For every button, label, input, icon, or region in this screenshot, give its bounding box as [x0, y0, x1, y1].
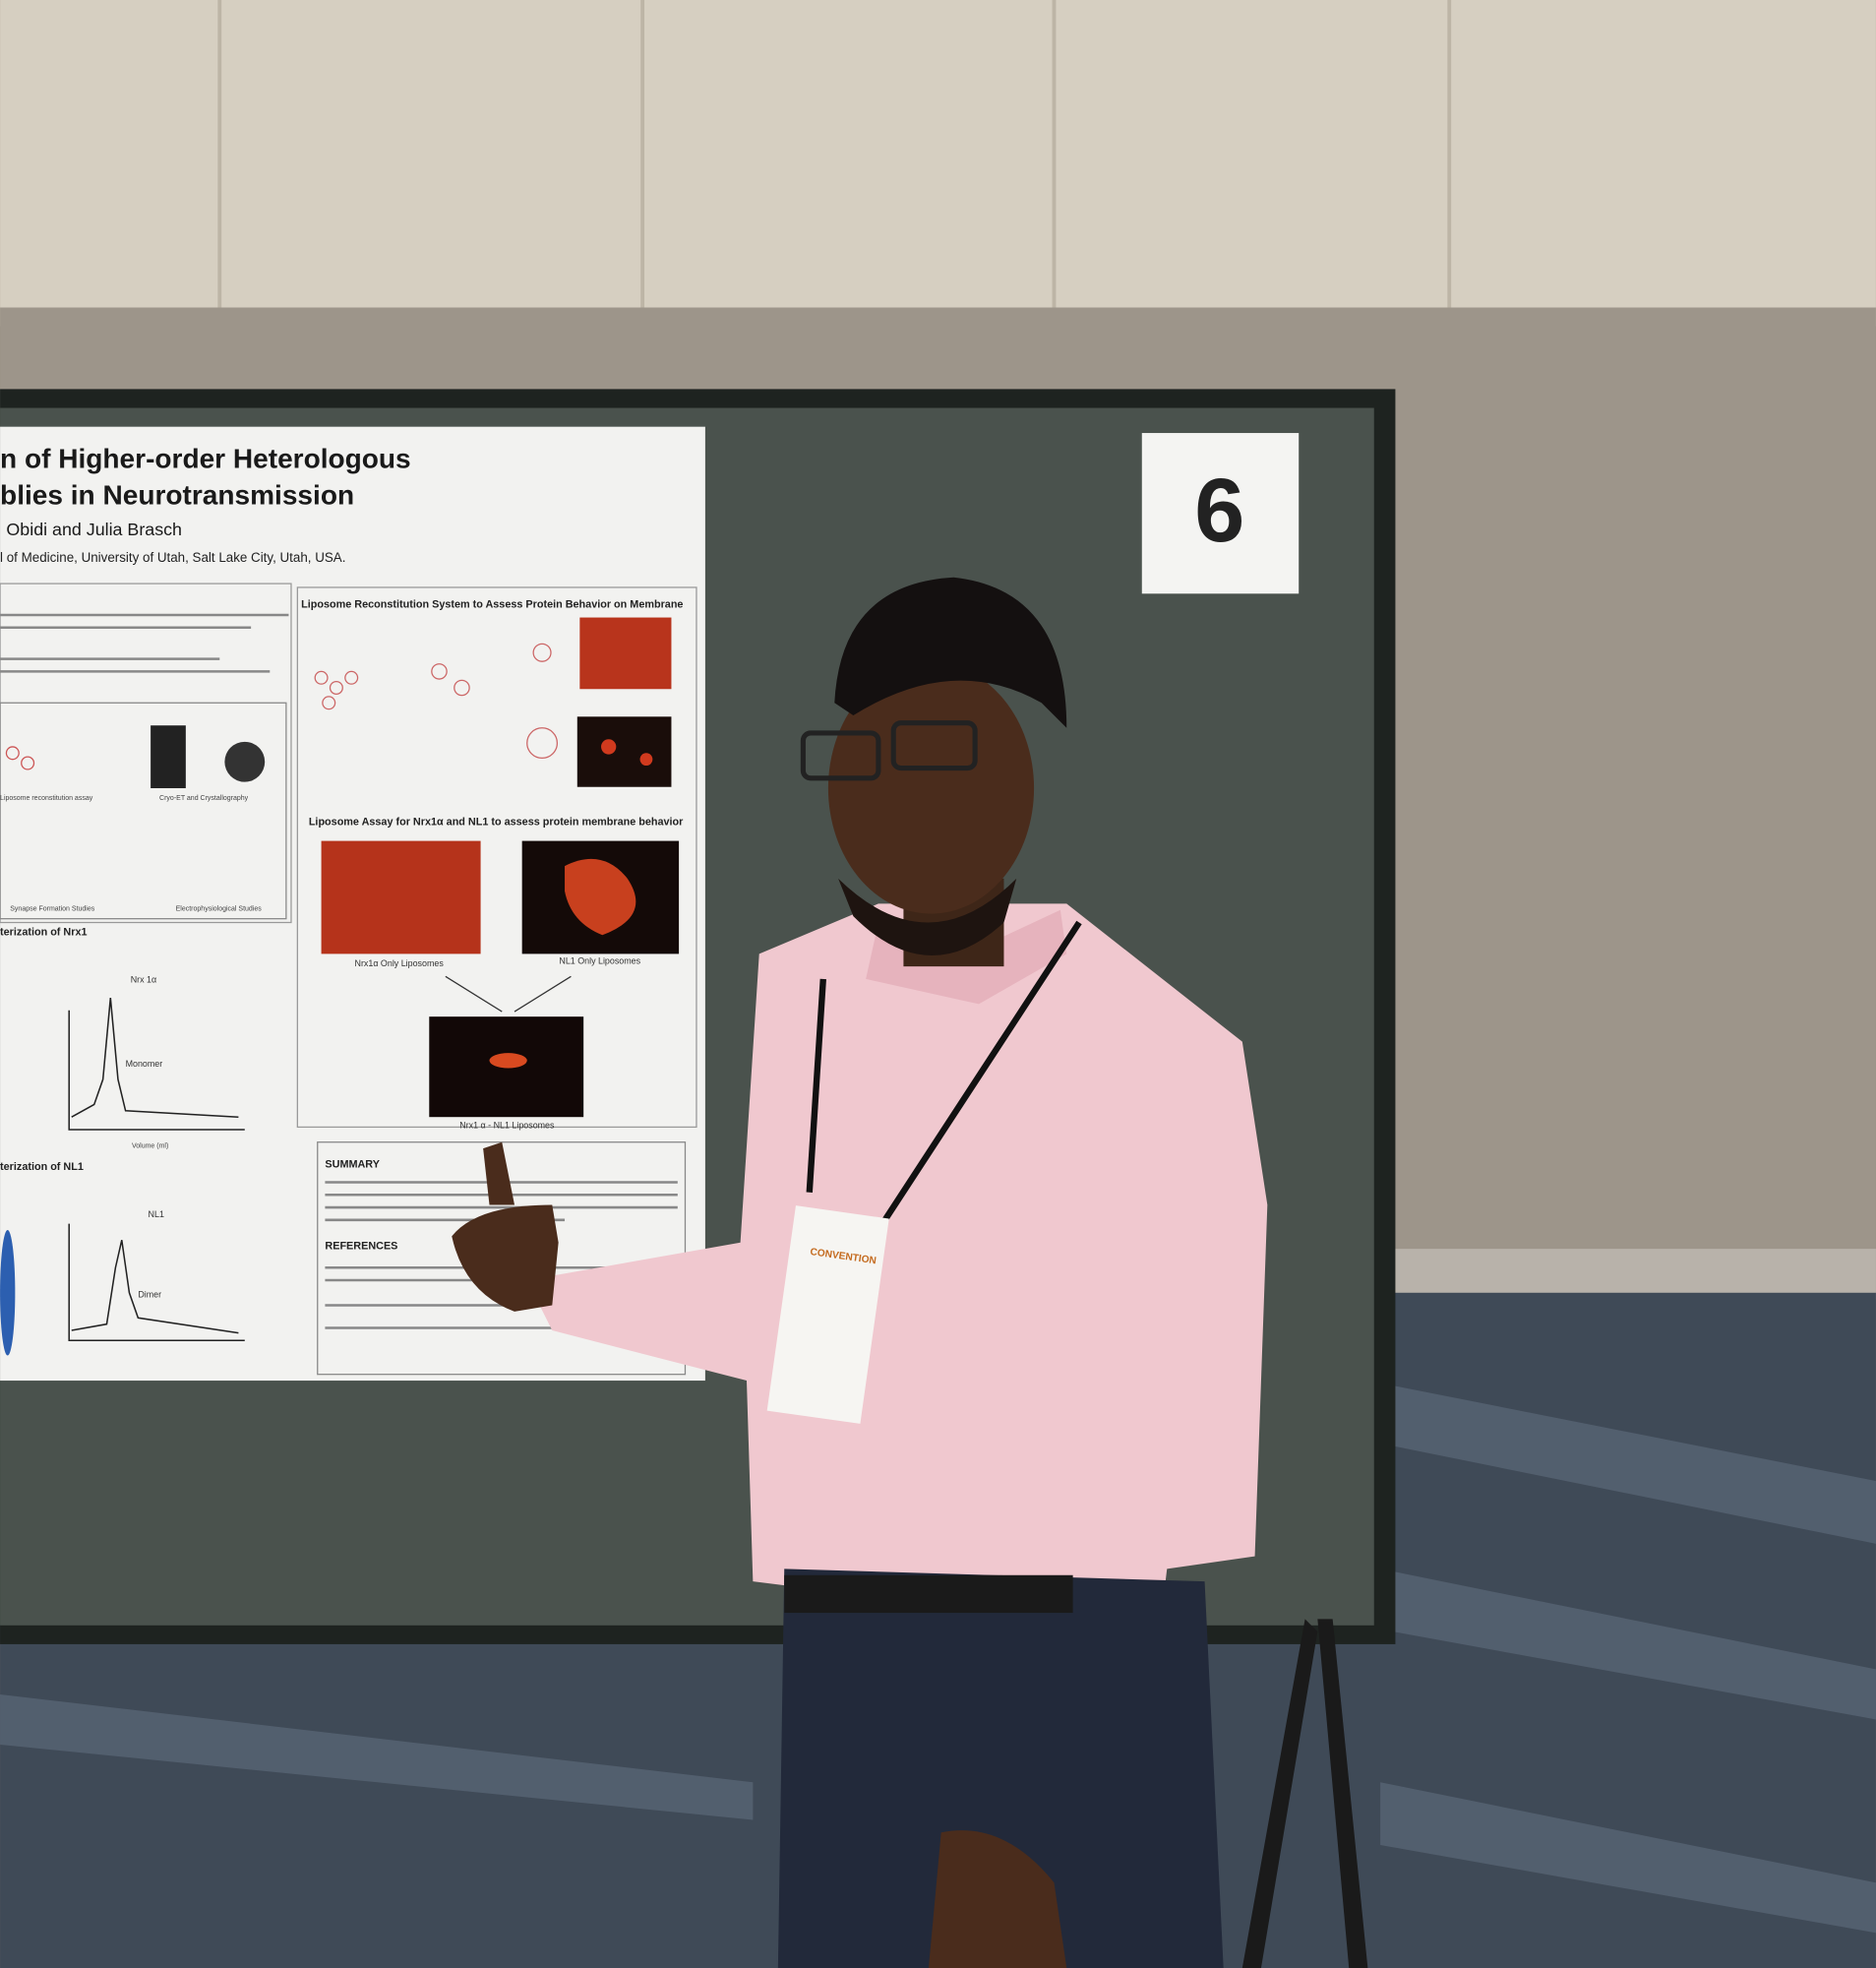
- section-heading: SUMMARY: [325, 1159, 380, 1171]
- liposome-cluster: [314, 643, 559, 760]
- arrow: [445, 975, 503, 1013]
- arrow: [514, 975, 572, 1013]
- glasses: [800, 730, 881, 781]
- thumb: [483, 1141, 515, 1205]
- poster-title: blies in Neurotransmission: [0, 480, 354, 511]
- carpet-pattern: [0, 1381, 1876, 1934]
- section-heading: REFERENCES: [325, 1240, 397, 1252]
- section-heading: terization of NL1: [0, 1161, 84, 1173]
- beard: [838, 878, 1017, 956]
- hand: [928, 1830, 1067, 1968]
- chart-label: NL1: [149, 1209, 164, 1219]
- gel-band: [0, 1230, 16, 1356]
- poster-affiliation: l of Medicine, University of Utah, Salt …: [0, 550, 345, 565]
- board-stand: [1241, 1619, 1368, 1968]
- aggregate: [489, 1053, 527, 1069]
- lanyard: [806, 920, 1082, 1232]
- panel-border: [296, 586, 697, 1129]
- section-heading: Liposome Assay for Nrx1α and NL1 to asse…: [309, 816, 684, 828]
- micrograph: [321, 840, 481, 954]
- axis-label: Volume (ml): [132, 1142, 168, 1149]
- liposome-icon: [21, 756, 35, 770]
- chart-label: Monomer: [126, 1059, 163, 1069]
- belt: [784, 1574, 1073, 1614]
- image-label: Nrx1 α - NL1 Liposomes: [459, 1120, 555, 1130]
- face: [827, 662, 1035, 914]
- jeans: [777, 1568, 1224, 1968]
- micrograph: [576, 716, 672, 787]
- microscope-icon: [151, 725, 186, 789]
- section-heading: terization of Nrx1: [0, 927, 87, 939]
- workflow-label: Electrophysiological Studies: [176, 905, 263, 912]
- aggregate: [639, 753, 653, 767]
- upper-wall: [0, 0, 1876, 327]
- chromatogram: [68, 997, 245, 1342]
- workflow-box: [0, 702, 287, 920]
- aggregate: [565, 858, 636, 936]
- micrograph: [579, 617, 672, 690]
- workflow-label: Cryo-ET and Crystallography: [159, 795, 249, 802]
- hair: [834, 577, 1067, 728]
- crystal-icon: [224, 741, 266, 782]
- section-heading: Liposome Reconstitution System to Assess…: [301, 599, 683, 611]
- number-card: [1141, 433, 1300, 594]
- baseboard: [1355, 1249, 1876, 1300]
- name-badge: [766, 1205, 889, 1424]
- hand: [452, 1204, 559, 1312]
- liposome-icon: [5, 746, 20, 761]
- glasses: [890, 720, 978, 771]
- image-label: NL1 Only Liposomes: [559, 955, 640, 965]
- poster-authors: Obidi and Julia Brasch: [6, 520, 182, 539]
- chart-label: Nrx 1α: [131, 975, 156, 985]
- image-label: Nrx1α Only Liposomes: [355, 958, 445, 968]
- chart-label: Dimer: [138, 1290, 161, 1300]
- poster-title: n of Higher-order Heterologous: [0, 444, 411, 474]
- workflow-label: Synapse Formation Studies: [10, 905, 94, 912]
- board-number: 6: [1194, 461, 1244, 561]
- workflow-label: Liposome reconstitution assay: [0, 795, 93, 802]
- aggregate: [601, 739, 617, 755]
